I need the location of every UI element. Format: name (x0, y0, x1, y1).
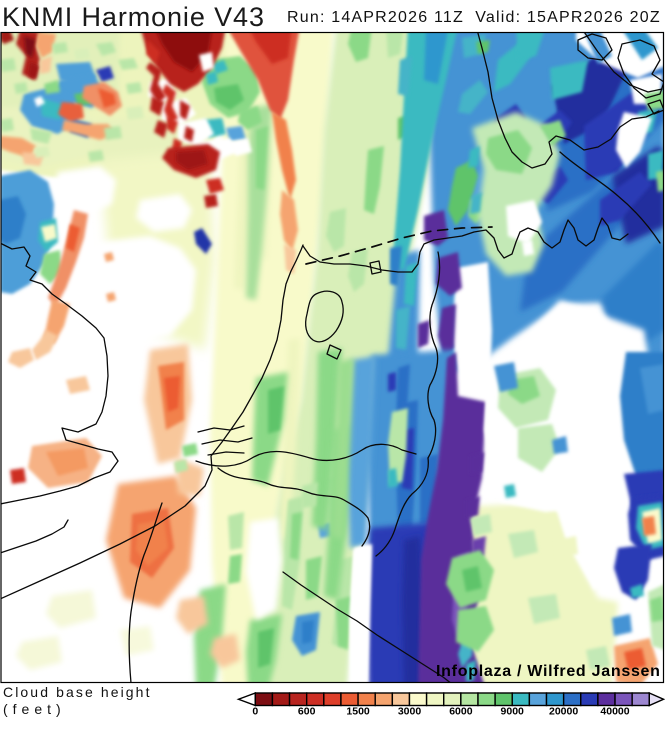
svg-text:600: 600 (298, 706, 316, 718)
svg-text:6000: 6000 (449, 706, 473, 718)
svg-text:0: 0 (252, 706, 258, 718)
svg-text:1500: 1500 (346, 706, 370, 718)
svg-text:40000: 40000 (600, 706, 629, 718)
svg-text:9000: 9000 (501, 706, 525, 718)
svg-text:3000: 3000 (398, 706, 422, 718)
svg-text:20000: 20000 (549, 706, 578, 718)
